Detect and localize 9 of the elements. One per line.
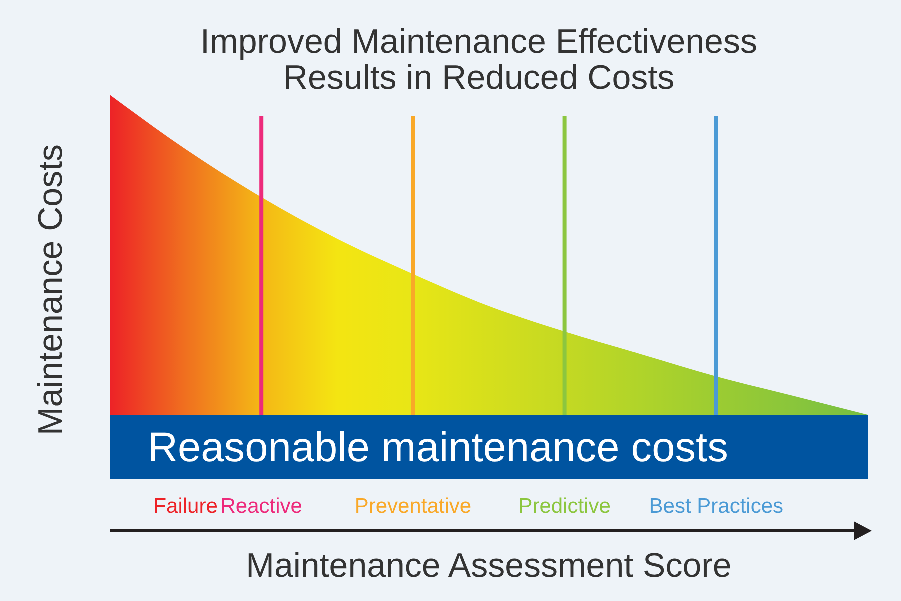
x-tick-label: Predictive [518, 495, 611, 518]
chart-title: Improved Maintenance Effectiveness Results in Reduced Costs [200, 23, 758, 97]
x-tick-label: Best Practices [649, 495, 784, 518]
y-axis-title: Maintenance Costs [32, 144, 70, 436]
x-tick-label: Preventative [354, 495, 472, 518]
band-label: Reasonable maintenance costs [148, 424, 728, 470]
x-tick-label: Reactive [220, 495, 302, 518]
x-tick-label: Failure [154, 495, 218, 518]
x-axis-title: Maintenance Assessment Score [246, 547, 732, 585]
